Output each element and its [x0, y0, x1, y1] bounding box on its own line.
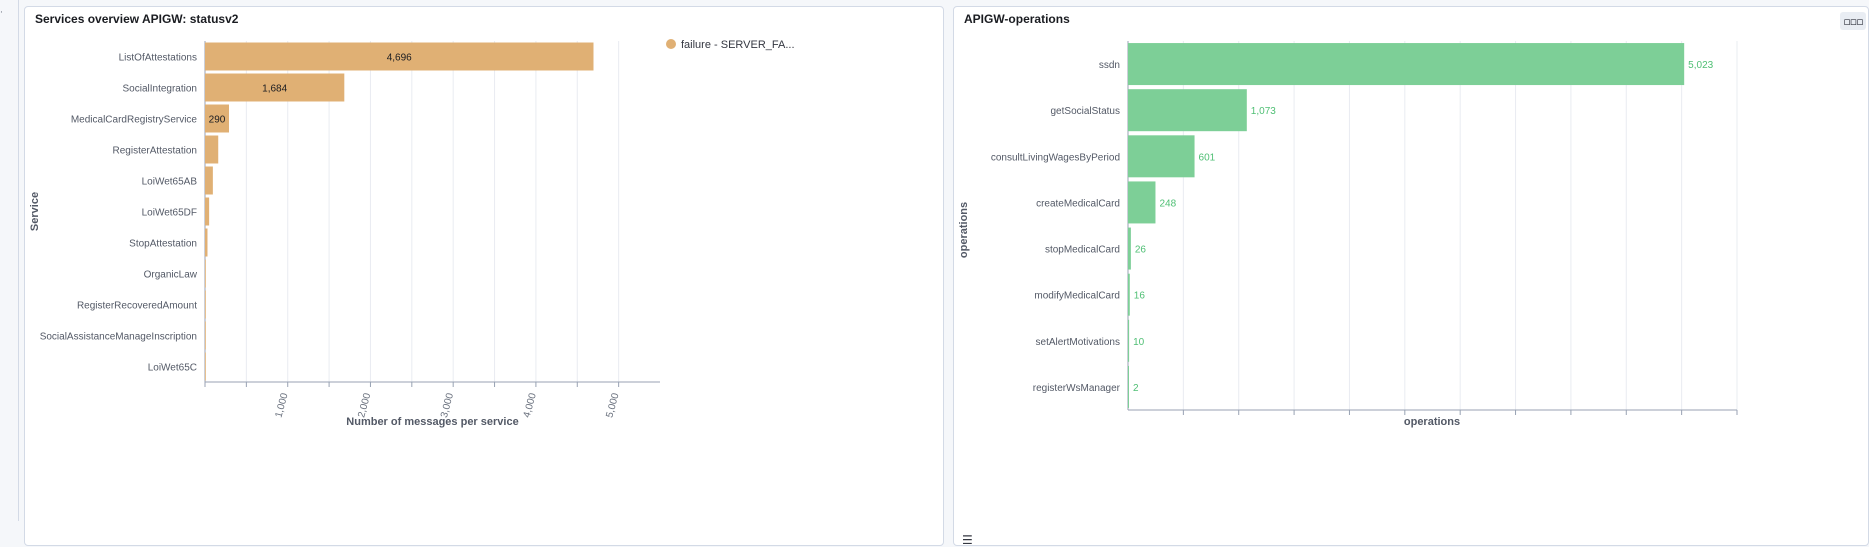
category-label: LoiWet65DF [142, 208, 197, 219]
data-label: 2 [1133, 383, 1139, 394]
bar [1128, 135, 1195, 178]
category-label: MedicalCardRegistryService [71, 115, 198, 126]
legend-label: failure - SERVER_FA... [681, 39, 795, 51]
bar [1128, 89, 1247, 132]
bar [1128, 319, 1130, 362]
bar [205, 352, 206, 381]
bar [1128, 273, 1130, 316]
x-axis-title: Number of messages per service [346, 416, 518, 428]
category-label: StopAttestation [129, 239, 197, 250]
bar [1128, 181, 1156, 224]
category-label: RegisterAttestation [113, 146, 198, 157]
y-axis-title: operations [958, 202, 970, 258]
data-label: 4,696 [387, 53, 412, 64]
category-label: LoiWet65AB [142, 177, 198, 188]
category-label: consultLivingWagesByPeriod [991, 152, 1120, 163]
bar [205, 104, 229, 133]
bar [1128, 365, 1129, 408]
x-tick-label: 5,000 [604, 392, 621, 419]
category-label: SocialIntegration [123, 84, 198, 95]
left-sidebar-strip: · [0, 0, 19, 521]
data-label: 16 [1134, 291, 1146, 302]
x-tick-label: 3,000 [439, 392, 456, 419]
bar [205, 73, 345, 102]
category-label: RegisterRecoveredAmount [77, 301, 197, 312]
edge-handle-icon[interactable]: · [0, 8, 3, 18]
category-label: getSocialStatus [1051, 106, 1121, 117]
category-label: registerWsManager [1033, 383, 1121, 394]
bar [205, 197, 210, 226]
bar [1128, 43, 1685, 86]
services-bar-chart: ListOfAttestations 4,696 SocialIntegration… [29, 39, 795, 428]
legend-swatch [666, 39, 676, 49]
data-label: 5,023 [1688, 60, 1713, 71]
category-label: LoiWet65C [148, 363, 197, 374]
category-label: ListOfAttestations [119, 53, 197, 64]
more-options-icon: ▫▫▫ [1843, 14, 1863, 28]
data-label: 290 [209, 115, 226, 126]
category-label: modifyMedicalCard [1034, 291, 1120, 302]
bar [205, 166, 213, 195]
bar [205, 42, 594, 71]
bar [1128, 227, 1131, 270]
y-axis-title: Service [29, 192, 41, 231]
legend-toggle-icon[interactable]: ☰ [962, 533, 973, 547]
x-axis-title: operations [1404, 416, 1460, 428]
panel-services-overview: Services overview APIGW: statusv2 ListOf… [24, 6, 944, 546]
operations-bar-chart: ssdn 5,023 getSocialStatus 1,073 consultLivi… [958, 41, 1738, 428]
category-label: SocialAssistanceManageInscription [40, 332, 197, 343]
bar [205, 321, 206, 350]
data-label: 601 [1199, 152, 1216, 163]
data-label: 26 [1135, 245, 1147, 256]
category-label: stopMedicalCard [1045, 245, 1120, 256]
data-label: 248 [1159, 198, 1176, 209]
data-label: 10 [1133, 337, 1145, 348]
x-tick-label: 4,000 [522, 392, 539, 419]
category-label: OrganicLaw [144, 270, 198, 281]
bar [205, 290, 206, 319]
category-label: ssdn [1099, 60, 1120, 71]
bar [205, 135, 219, 164]
category-label: setAlertMotivations [1036, 337, 1120, 348]
bar [205, 228, 208, 257]
panel-apigw-operations: APIGW-operations ▫▫▫ ssdn 5,023 getSocialS… [953, 6, 1869, 547]
x-tick-label: 2,000 [356, 392, 373, 419]
x-tick-label: 1,000 [274, 392, 291, 419]
category-label: createMedicalCard [1036, 198, 1120, 209]
data-label: 1,073 [1251, 106, 1276, 117]
panel-title-services-overview: Services overview APIGW: statusv2 [35, 12, 239, 26]
legend-item[interactable]: failure - SERVER_FA... [666, 39, 795, 51]
panel-options-button[interactable]: ▫▫▫ [1840, 12, 1866, 30]
bar [205, 259, 206, 288]
panel-title-apigw-operations: APIGW-operations [964, 12, 1070, 26]
data-label: 1,684 [262, 84, 287, 95]
